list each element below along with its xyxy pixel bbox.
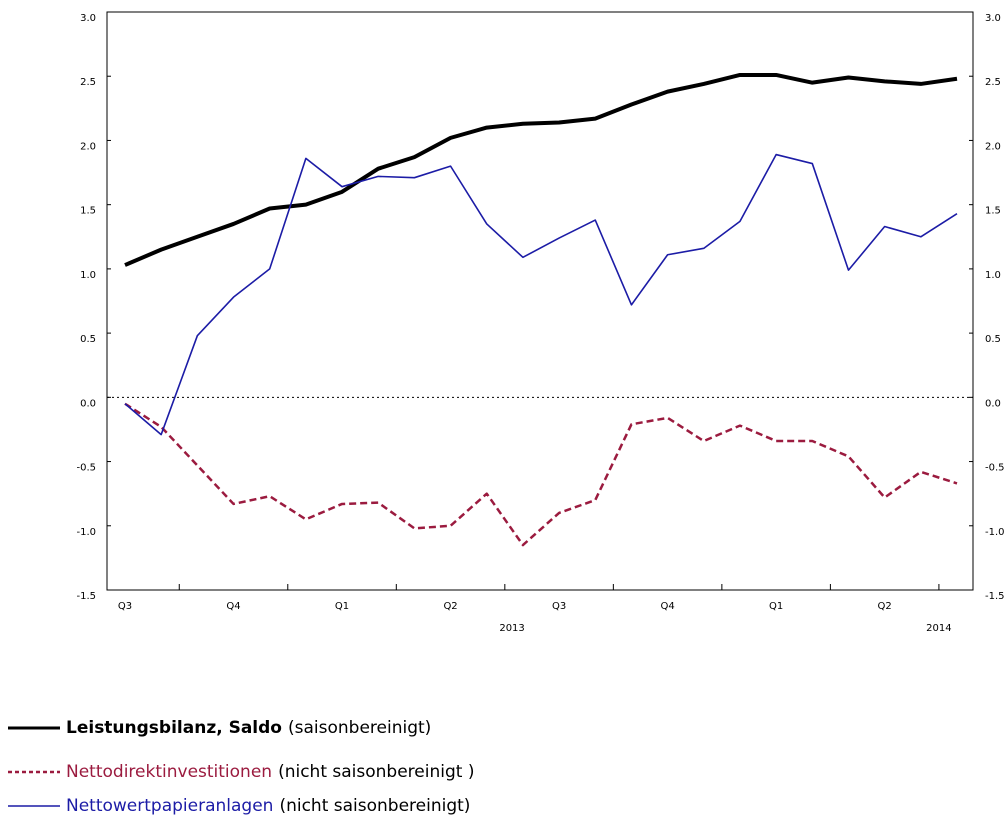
legend-name: Nettodirektinvestitionen	[66, 762, 273, 782]
y2-tick-label: 1.0	[985, 270, 1001, 281]
y-tick-label: 3.0	[80, 13, 96, 24]
x-tick-label: Q3	[118, 601, 132, 612]
y2-tick-label: 1.5	[985, 206, 1001, 217]
x-tick-label: Q4	[226, 601, 240, 612]
y-tick-label: 2.5	[80, 77, 96, 88]
legend-swatch	[8, 805, 60, 807]
y2-tick-label: 2.0	[985, 141, 1001, 152]
year-label: 2013	[499, 623, 524, 634]
legend-swatch	[8, 770, 60, 774]
y-tick-label: -1.5	[76, 591, 96, 602]
x-tick-label: Q2	[443, 601, 457, 612]
y2-tick-label: -0.5	[985, 463, 1005, 474]
x-tick-label: Q2	[878, 601, 892, 612]
y-tick-label: 1.5	[80, 206, 96, 217]
legend-item: Nettodirektinvestitionen (nicht saisonber…	[8, 762, 474, 782]
y2-tick-label: 0.0	[985, 398, 1001, 409]
legend-item: Nettowertpapieranlagen (nicht saisonberei…	[8, 796, 470, 816]
series-line	[124, 153, 958, 436]
y2-tick-label: 2.5	[985, 77, 1001, 88]
legend-note: (nicht saisonbereinigt)	[279, 796, 471, 816]
y2-tick-label: -1.5	[985, 591, 1005, 602]
y2-tick-label: 3.0	[985, 13, 1001, 24]
y-tick-label: -1.0	[76, 527, 96, 538]
legend-note: (nicht saisonbereinigt )	[278, 762, 475, 782]
legend-item: Leistungsbilanz, Saldo (saisonbereinigt)	[8, 718, 431, 738]
y-tick-label: 0.5	[80, 334, 96, 345]
x-tick-label: Q4	[660, 601, 674, 612]
y2-tick-label: 0.5	[985, 334, 1001, 345]
y-tick-label: 2.0	[80, 141, 96, 152]
y-tick-label: -0.5	[76, 463, 96, 474]
x-tick-label: Q1	[769, 601, 783, 612]
year-label: 2014	[926, 623, 951, 634]
series-line	[124, 72, 958, 267]
legend-note: (saisonbereinigt)	[288, 718, 432, 738]
x-tick-label: Q3	[552, 601, 566, 612]
y-tick-label: 0.0	[80, 398, 96, 409]
chart: 3.0 3.0 2.5 2.5 2.0 2.0 1.5 1.5 1.0 1.0 0.5 0.5 0.0 0…	[76, 11, 1005, 634]
legend-name: Nettowertpapieranlagen	[66, 796, 274, 816]
y2-tick-label: -1.0	[985, 527, 1005, 538]
y-tick-label: 1.0	[80, 270, 96, 281]
x-tick-label: Q1	[335, 601, 349, 612]
legend-swatch	[8, 726, 60, 730]
plot-frame	[106, 11, 974, 591]
legend-name: Leistungsbilanz, Saldo	[66, 718, 282, 738]
series-line	[124, 402, 958, 547]
